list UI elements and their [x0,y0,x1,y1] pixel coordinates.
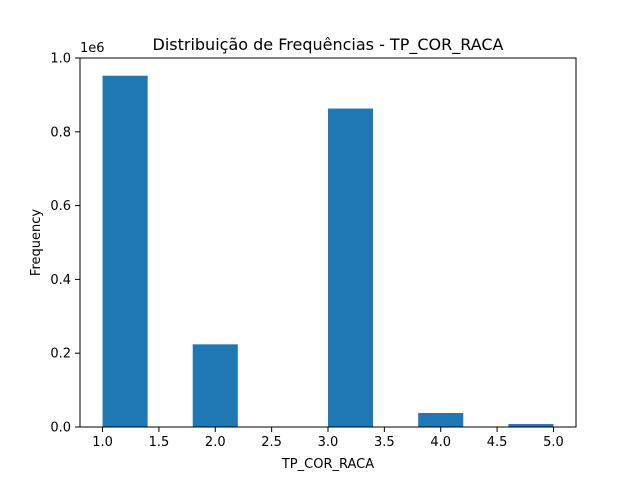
chart-title: Distribuição de Frequências - TP_COR_RAC… [153,35,504,55]
x-tick-label: 5.0 [543,435,564,450]
y-axis-ticks: 0.0 0.2 0.4 0.6 0.8 1.0 [50,52,80,436]
y-tick-label: 0.4 [50,273,71,288]
histogram-bar-0 [102,75,148,427]
x-tick-label: 4.0 [430,435,451,450]
y-tick-label: 1.0 [50,52,71,67]
x-tick-label: 4.5 [487,435,508,450]
x-axis-ticks: 1.0 1.5 2.0 2.5 3.0 3.5 4.0 4.5 5.0 [92,427,564,450]
histogram-bar-5 [328,108,374,427]
y-tick-label: 0.2 [50,347,71,362]
x-tick-label: 1.5 [149,435,170,450]
x-axis-title: TP_COR_RACA [281,457,374,472]
plot-frame [79,57,577,428]
y-tick-label: 0.8 [50,125,71,140]
y-tick-label: 0.0 [50,421,71,436]
bars-group [102,75,554,427]
x-tick-label: 1.0 [92,435,113,450]
y-axis-title: Frequency [29,209,44,276]
histogram-bar-9 [508,424,554,427]
x-tick-label: 3.5 [374,435,395,450]
histogram-bar-2 [192,344,238,427]
y-scale-offset-label: 1e6 [80,41,105,56]
x-tick-label: 2.0 [205,435,226,450]
y-tick-label: 0.6 [50,199,71,214]
x-tick-label: 2.5 [261,435,282,450]
x-tick-label: 3.0 [318,435,339,450]
histogram-bar-7 [418,412,464,427]
